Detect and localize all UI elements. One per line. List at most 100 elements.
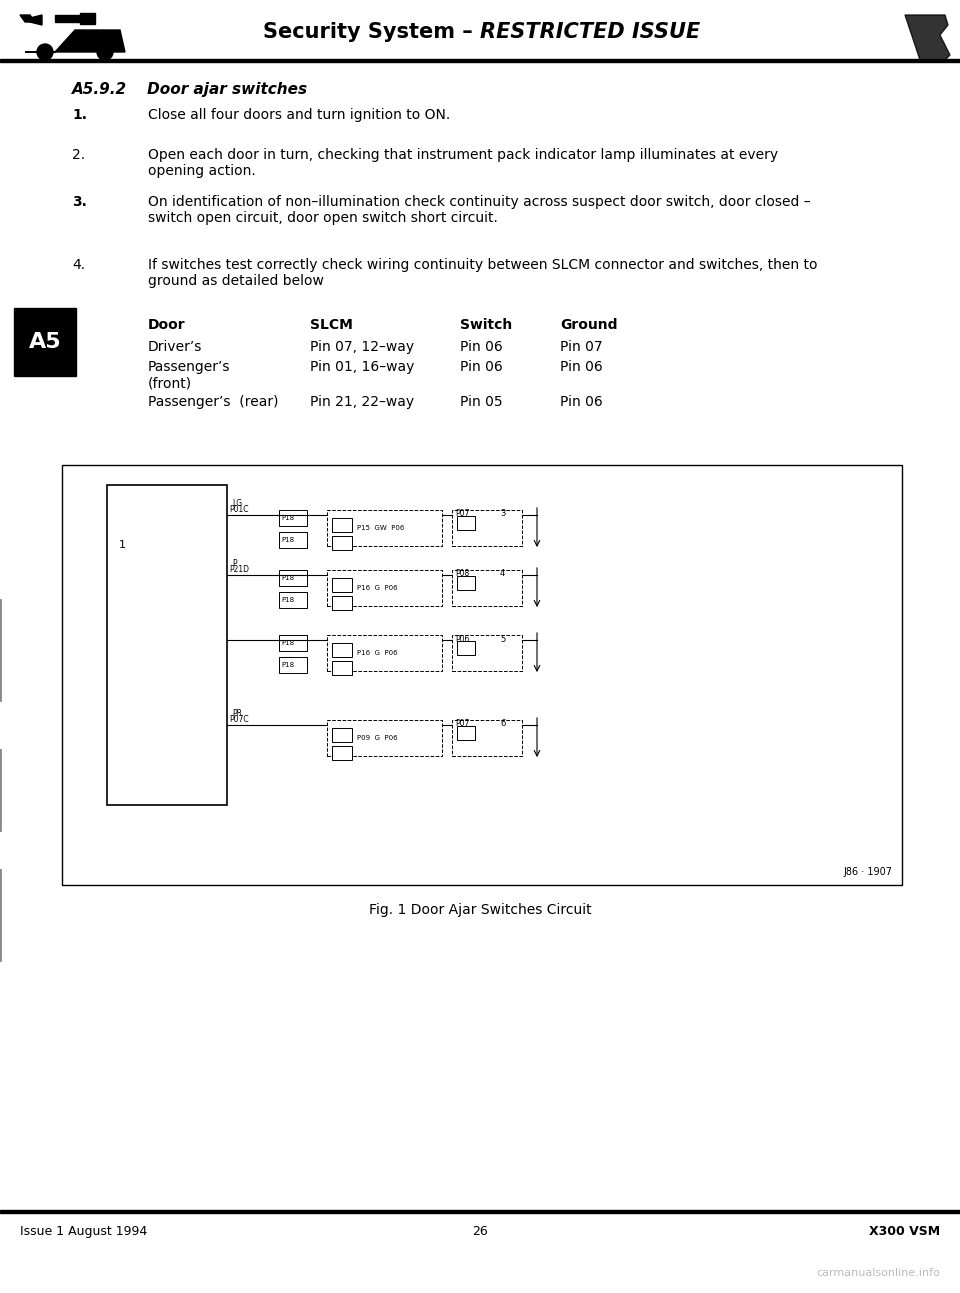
Text: Passenger’s
(front): Passenger’s (front) xyxy=(148,359,230,390)
Text: Pin 07: Pin 07 xyxy=(560,340,603,354)
Text: Pin 01, 16–way: Pin 01, 16–way xyxy=(310,359,415,374)
Text: Door: Door xyxy=(148,318,185,332)
Text: Driver’s: Driver’s xyxy=(148,340,203,354)
Text: P07C: P07C xyxy=(229,715,249,724)
Bar xyxy=(457,641,475,656)
Text: P18: P18 xyxy=(281,575,294,581)
Text: Pin 05: Pin 05 xyxy=(460,394,503,409)
Text: Open each door in turn, checking that instrument pack indicator lamp illuminates: Open each door in turn, checking that in… xyxy=(148,147,779,178)
Text: Fig. 1 Door Ajar Switches Circuit: Fig. 1 Door Ajar Switches Circuit xyxy=(369,903,591,917)
Bar xyxy=(457,725,475,740)
Polygon shape xyxy=(905,16,950,59)
Polygon shape xyxy=(25,30,125,52)
Bar xyxy=(452,570,522,606)
Text: Pin 06: Pin 06 xyxy=(560,359,603,374)
Bar xyxy=(279,509,307,526)
Text: P: P xyxy=(232,559,236,568)
Text: P16  G  P06: P16 G P06 xyxy=(357,650,397,656)
Text: 1.: 1. xyxy=(72,109,87,122)
Text: 2.: 2. xyxy=(72,147,85,162)
Text: 4.: 4. xyxy=(72,259,85,272)
Bar xyxy=(332,578,352,592)
Text: P07: P07 xyxy=(455,509,469,518)
Text: SLCM: SLCM xyxy=(310,318,353,332)
Text: P01C: P01C xyxy=(229,506,249,515)
Bar xyxy=(332,596,352,610)
Text: RESTRICTED ISSUE: RESTRICTED ISSUE xyxy=(480,22,700,41)
Bar xyxy=(0,0,960,62)
Circle shape xyxy=(37,44,53,59)
Bar xyxy=(452,720,522,756)
Text: Switch: Switch xyxy=(460,318,513,332)
Text: Pin 07, 12–way: Pin 07, 12–way xyxy=(310,340,414,354)
Text: 3: 3 xyxy=(500,509,505,518)
Text: 26: 26 xyxy=(472,1224,488,1237)
Text: Ground: Ground xyxy=(560,318,617,332)
Text: P16  G  P06: P16 G P06 xyxy=(357,584,397,591)
Text: PR: PR xyxy=(232,709,242,718)
Bar xyxy=(332,728,352,742)
Text: Security System –: Security System – xyxy=(263,22,480,41)
Text: Pin 21, 22–way: Pin 21, 22–way xyxy=(310,394,414,409)
Text: Pin 06: Pin 06 xyxy=(460,340,503,354)
Polygon shape xyxy=(20,16,35,22)
Text: carmanualsonline.info: carmanualsonline.info xyxy=(816,1268,940,1277)
Text: 6: 6 xyxy=(500,719,505,728)
Text: Passenger’s  (rear): Passenger’s (rear) xyxy=(148,394,278,409)
Text: On identification of non–illumination check continuity across suspect door switc: On identification of non–illumination ch… xyxy=(148,195,810,225)
Text: P15  GW  P06: P15 GW P06 xyxy=(357,525,404,531)
Text: Close all four doors and turn ignition to ON.: Close all four doors and turn ignition t… xyxy=(148,109,450,122)
Text: J86 · 1907: J86 · 1907 xyxy=(843,868,892,877)
Text: P18: P18 xyxy=(281,662,294,668)
Bar xyxy=(327,509,442,546)
Text: P18: P18 xyxy=(281,515,294,521)
Text: P21D: P21D xyxy=(229,565,249,574)
Text: A5.9.2    Door ajar switches: A5.9.2 Door ajar switches xyxy=(72,81,308,97)
Text: Pin 06: Pin 06 xyxy=(560,394,603,409)
Text: P18: P18 xyxy=(281,537,294,543)
Bar xyxy=(18,10,128,52)
Text: P09  G  P06: P09 G P06 xyxy=(357,734,397,741)
Bar xyxy=(0,59,960,62)
Bar xyxy=(332,643,352,657)
Bar xyxy=(332,746,352,760)
Text: X300 VSM: X300 VSM xyxy=(869,1224,940,1237)
Polygon shape xyxy=(80,13,95,25)
Bar xyxy=(107,485,227,806)
Bar xyxy=(327,570,442,606)
Text: If switches test correctly check wiring continuity between SLCM connector and sw: If switches test correctly check wiring … xyxy=(148,259,818,288)
Text: 1: 1 xyxy=(118,540,126,550)
Bar xyxy=(332,537,352,550)
Bar xyxy=(279,570,307,586)
Bar xyxy=(327,635,442,671)
Bar xyxy=(279,592,307,608)
Text: Pin 06: Pin 06 xyxy=(460,359,503,374)
Polygon shape xyxy=(55,16,85,22)
Text: 3.: 3. xyxy=(72,195,86,209)
Bar xyxy=(327,720,442,756)
Bar xyxy=(452,509,522,546)
Bar xyxy=(457,516,475,530)
Text: P07: P07 xyxy=(455,719,469,728)
Text: P06: P06 xyxy=(455,635,469,644)
Bar xyxy=(279,531,307,548)
Text: P18: P18 xyxy=(281,597,294,603)
Bar xyxy=(14,308,76,376)
Polygon shape xyxy=(30,16,42,25)
Bar xyxy=(332,661,352,675)
Bar xyxy=(457,575,475,590)
Bar xyxy=(0,1210,960,1213)
Circle shape xyxy=(97,44,113,59)
Text: P08: P08 xyxy=(455,569,469,578)
Text: 5: 5 xyxy=(500,635,505,644)
Bar xyxy=(332,518,352,531)
Text: P18: P18 xyxy=(281,640,294,646)
Text: A5: A5 xyxy=(29,332,61,352)
Text: LG: LG xyxy=(232,499,242,508)
Bar xyxy=(279,635,307,650)
Bar xyxy=(62,465,902,884)
Bar xyxy=(895,3,950,59)
Text: 4: 4 xyxy=(500,569,505,578)
Bar xyxy=(279,657,307,672)
Bar xyxy=(452,635,522,671)
